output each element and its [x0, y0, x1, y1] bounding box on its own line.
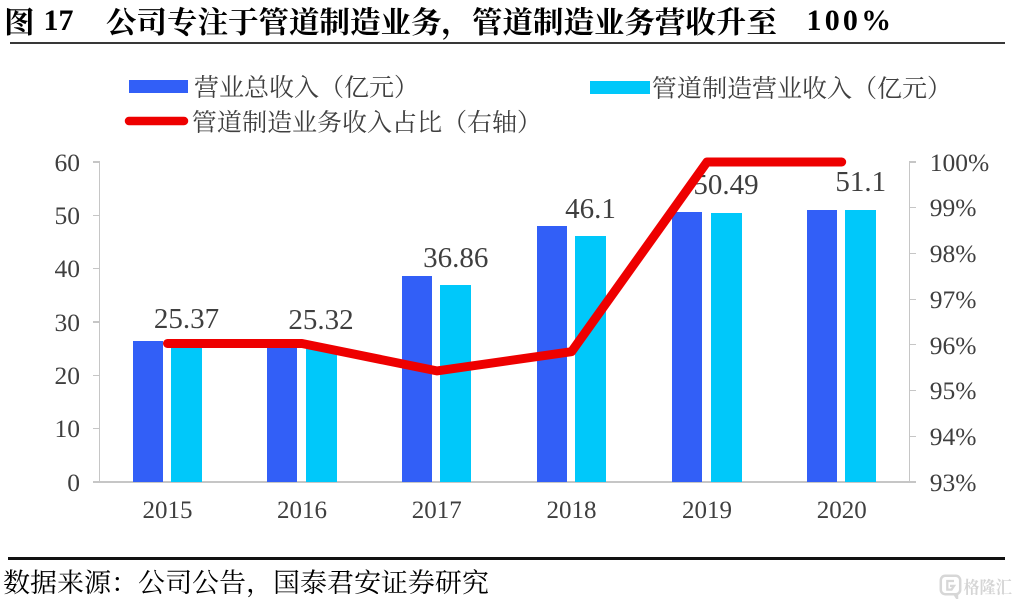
- svg-text:格隆汇: 格隆汇: [964, 574, 1012, 599]
